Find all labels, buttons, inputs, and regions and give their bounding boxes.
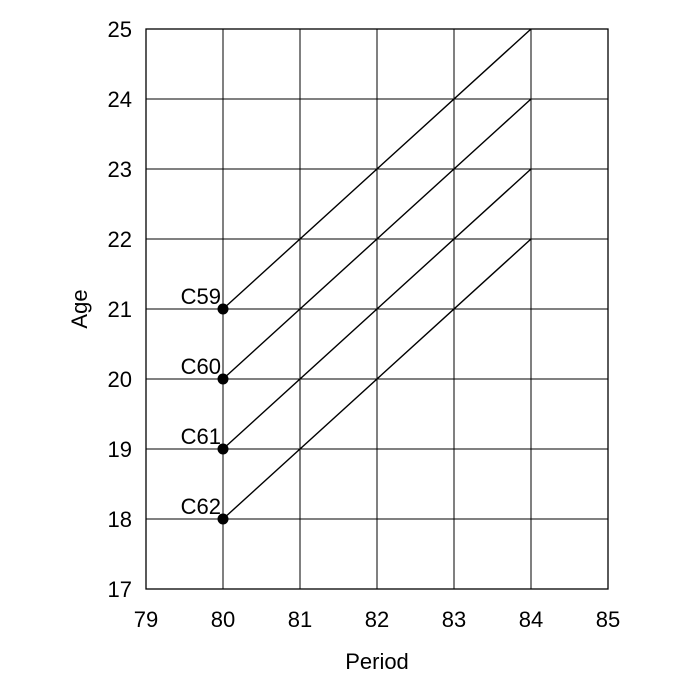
x-axis-title: Period xyxy=(345,649,409,674)
x-tick-label: 85 xyxy=(596,607,620,632)
series-label-c59: C59 xyxy=(181,284,221,309)
tick-labels: 79 80 81 82 83 84 85 17 18 19 20 21 22 23 24 25 xyxy=(108,17,621,632)
y-tick-label: 25 xyxy=(108,17,132,42)
series-markers xyxy=(217,303,229,525)
x-tick-label: 82 xyxy=(365,607,389,632)
y-tick-label: 17 xyxy=(108,577,132,602)
y-tick-label: 19 xyxy=(108,437,132,462)
x-tick-label: 84 xyxy=(519,607,543,632)
x-tick-label: 80 xyxy=(211,607,235,632)
x-tick-label: 79 xyxy=(134,607,158,632)
series-marker-c60 xyxy=(217,373,229,385)
x-tick-label: 83 xyxy=(442,607,466,632)
y-tick-label: 20 xyxy=(108,367,132,392)
series-line-c59 xyxy=(222,28,532,310)
series-label-c62: C62 xyxy=(181,494,221,519)
series-label-c60: C60 xyxy=(181,354,221,379)
y-tick-label: 21 xyxy=(108,297,132,322)
series-marker-c61 xyxy=(217,443,229,455)
x-tick-label: 81 xyxy=(288,607,312,632)
plot-frame xyxy=(145,28,609,590)
y-tick-label: 23 xyxy=(108,157,132,182)
series-label-c61: C61 xyxy=(181,424,221,449)
y-tick-label: 22 xyxy=(108,227,132,252)
series-line-c62 xyxy=(222,238,532,520)
series-lines xyxy=(222,28,532,520)
series-line-c60 xyxy=(222,98,532,380)
series-labels: C59 C60 C61 C62 xyxy=(181,284,221,519)
y-axis-title: Age xyxy=(67,289,92,328)
y-tick-label: 18 xyxy=(108,507,132,532)
series-marker-c62 xyxy=(217,513,229,525)
y-tick-label: 24 xyxy=(108,87,132,112)
series-marker-c59 xyxy=(217,303,229,315)
series-line-c61 xyxy=(222,168,532,450)
